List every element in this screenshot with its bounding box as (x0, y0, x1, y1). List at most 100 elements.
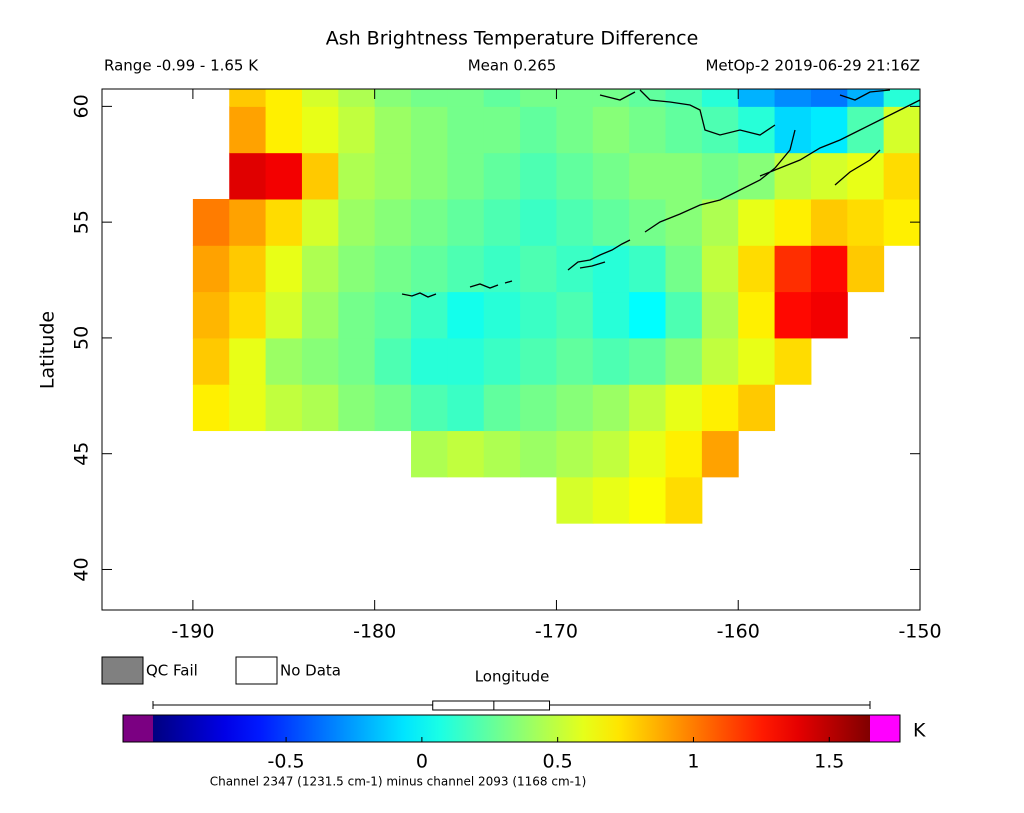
cell (665, 430, 703, 478)
cell (701, 430, 739, 478)
cell (810, 291, 848, 339)
cell (520, 337, 557, 385)
plot-frame (101, 88, 921, 611)
cell (192, 291, 230, 339)
coastline (401, 89, 920, 298)
cell (665, 106, 703, 154)
cell (847, 198, 885, 246)
cell (338, 198, 376, 246)
cell (301, 384, 339, 432)
cell (447, 89, 485, 107)
cell (447, 245, 485, 293)
cell (556, 198, 594, 246)
legend-label: QC Fail (146, 662, 198, 680)
cell (592, 152, 630, 200)
cell (701, 198, 739, 246)
spread-box (432, 700, 551, 711)
x-tick-label: -170 (535, 621, 578, 643)
cell (374, 106, 412, 154)
cell (447, 337, 485, 385)
cell (810, 89, 848, 107)
cell (192, 198, 230, 246)
cell (229, 245, 267, 293)
legend-swatch (235, 656, 278, 685)
cell (738, 291, 776, 339)
cell (592, 291, 630, 339)
cell (411, 337, 448, 385)
cell (229, 291, 267, 339)
x-axis-label: Longitude (475, 668, 550, 686)
footnote: Channel 2347 (1231.5 cm-1) minus channel… (210, 775, 587, 789)
y-tick-label: 50 (71, 326, 93, 350)
cell (374, 337, 412, 385)
colorbar-ramp (153, 715, 870, 742)
legend-swatch (101, 656, 144, 685)
cell (810, 152, 848, 200)
cell (447, 291, 485, 339)
cell (265, 384, 303, 432)
cell (411, 89, 448, 107)
cell (374, 198, 412, 246)
cell (411, 152, 448, 200)
cell (338, 384, 376, 432)
subtitle-range: Range -0.99 - 1.65 K (104, 57, 259, 75)
cell (411, 384, 448, 432)
cell (883, 89, 920, 107)
colorbar: K -0.5 0 0.5 1 1.5 (122, 700, 926, 773)
cell (411, 430, 448, 478)
cell (629, 430, 667, 478)
cell (483, 337, 521, 385)
cell (774, 152, 812, 200)
colorbar-tick-label: 1 (687, 751, 699, 773)
cell (447, 384, 485, 432)
cell (738, 152, 776, 200)
cell (883, 152, 920, 200)
cell (592, 337, 630, 385)
cell (556, 337, 594, 385)
cell (192, 245, 230, 293)
cell (301, 198, 339, 246)
cell (301, 245, 339, 293)
cell (265, 89, 303, 107)
cell (665, 291, 703, 339)
x-tick-label: -180 (353, 621, 396, 643)
y-tick-label: 40 (71, 557, 93, 581)
cell (374, 245, 412, 293)
cell (592, 430, 630, 478)
cell (774, 106, 812, 154)
cell (265, 337, 303, 385)
cell (265, 198, 303, 246)
heatmap (192, 89, 920, 524)
cell (229, 152, 267, 200)
cell (701, 337, 739, 385)
cell (738, 337, 776, 385)
y-tick-label: 60 (71, 94, 93, 118)
cell (738, 198, 776, 246)
cell (229, 198, 267, 246)
colorbar-over (870, 715, 900, 742)
cell (847, 152, 885, 200)
y-tick-label: 55 (71, 210, 93, 234)
cell (447, 430, 485, 478)
chart-title: Ash Brightness Temperature Difference (326, 28, 699, 50)
cell (301, 89, 339, 107)
cell (629, 476, 667, 524)
cell (701, 106, 739, 154)
cell (483, 384, 521, 432)
cell (665, 245, 703, 293)
cell (229, 337, 267, 385)
cell (483, 291, 521, 339)
cell (592, 106, 630, 154)
cell (338, 106, 376, 154)
cell (701, 152, 739, 200)
cell (265, 152, 303, 200)
cell (738, 384, 776, 432)
cell (301, 106, 339, 154)
cell (265, 245, 303, 293)
cell (301, 337, 339, 385)
cell (665, 337, 703, 385)
colorbar-under (123, 715, 153, 742)
cell (411, 106, 448, 154)
cell (556, 476, 594, 524)
cell (265, 291, 303, 339)
